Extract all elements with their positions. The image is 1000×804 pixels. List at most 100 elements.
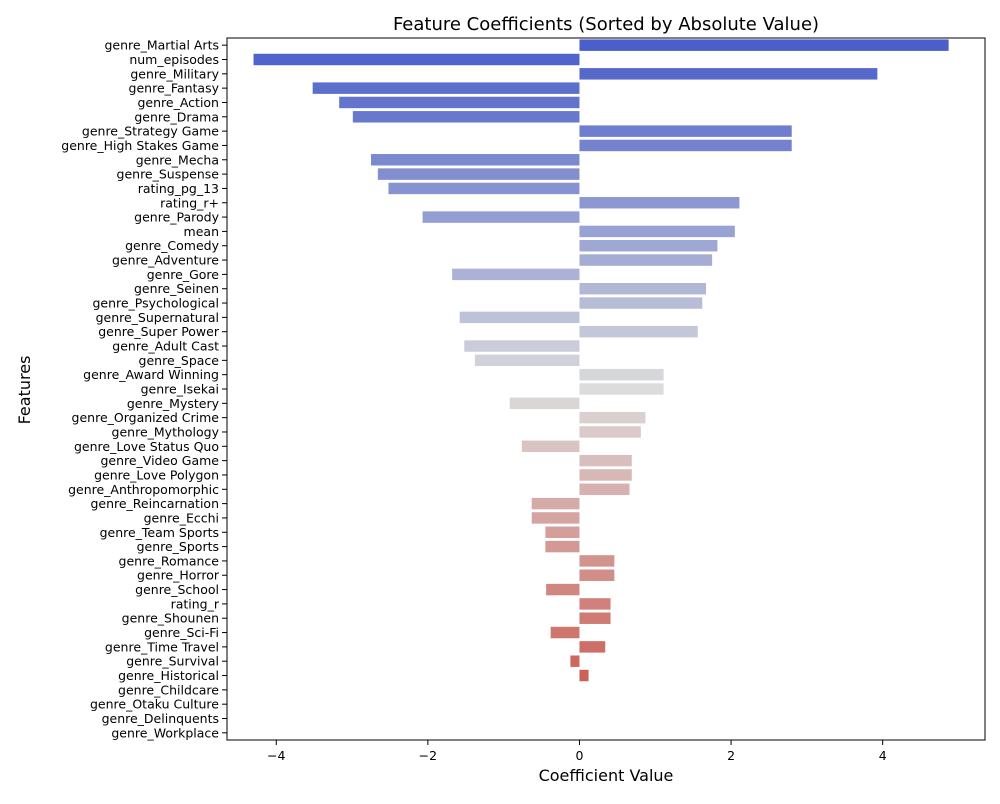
bar: [579, 569, 615, 581]
y-tick-label: genre_Mythology: [112, 424, 220, 439]
y-tick-label: genre_Historical: [118, 668, 219, 683]
y-tick-label: genre_Gore: [147, 267, 220, 282]
y-tick-label: genre_Organized Crime: [72, 410, 220, 425]
bar: [579, 125, 792, 137]
y-tick-label: genre_Award Winning: [83, 367, 219, 382]
y-tick-label: genre_Mystery: [127, 396, 220, 411]
bar: [579, 254, 713, 266]
bar: [546, 583, 580, 596]
chart-title: Feature Coefficients (Sorted by Absolute…: [393, 14, 819, 35]
y-tick-label: genre_Horror: [137, 568, 220, 583]
bar: [521, 440, 580, 453]
y-tick-label: mean: [184, 224, 219, 239]
y-tick-label: num_episodes: [129, 52, 219, 67]
bar: [579, 612, 611, 624]
bar: [579, 368, 664, 381]
y-tick-label: genre_Supernatural: [96, 310, 219, 325]
bar: [579, 454, 632, 467]
bar: [253, 53, 580, 66]
y-tick-label: genre_Martial Arts: [104, 38, 219, 53]
bar: [545, 526, 580, 538]
y-axis-label: Features: [15, 356, 34, 425]
y-tick-label: genre_Isekai: [141, 382, 219, 397]
x-tick-label: 4: [879, 748, 887, 763]
bar: [531, 497, 580, 510]
bar: [452, 268, 580, 281]
y-tick-label: genre_Love Polygon: [94, 467, 219, 482]
y-tick-label: rating_r+: [160, 195, 219, 210]
y-tick-label: genre_Otaku Culture: [90, 697, 219, 712]
x-tick-label: 2: [727, 748, 735, 763]
bar: [474, 354, 580, 367]
bar: [579, 197, 740, 209]
y-tick-label: genre_Parody: [134, 210, 219, 225]
y-tick-label: genre_Fantasy: [129, 81, 220, 96]
x-tick-label: 0: [575, 748, 583, 763]
bar: [579, 225, 735, 238]
bar: [545, 540, 580, 553]
bar: [550, 626, 580, 639]
y-tick-label: genre_Super Power: [98, 324, 220, 339]
y-tick-label: genre_Drama: [134, 109, 219, 124]
bar: [579, 411, 646, 424]
y-tick-label: genre_Comedy: [125, 238, 220, 253]
y-tick-label: genre_Video Game: [100, 453, 219, 468]
x-tick-label: −4: [267, 748, 285, 763]
y-tick-label: genre_Seinen: [134, 281, 219, 296]
y-tick-label: genre_Delinquents: [102, 711, 219, 726]
bars-group: [253, 39, 949, 682]
bar: [312, 82, 580, 94]
y-tick-label: genre_Shounen: [122, 611, 219, 626]
bar: [570, 655, 580, 667]
bar: [579, 297, 703, 309]
bar: [579, 383, 664, 395]
bar: [371, 154, 580, 166]
bar: [579, 426, 641, 438]
y-tick-label: genre_Suspense: [117, 167, 220, 182]
bar: [459, 311, 580, 324]
bar: [339, 96, 580, 109]
y-tick-label: genre_Action: [137, 95, 219, 110]
bar: [579, 39, 949, 51]
bar: [579, 641, 606, 653]
bar: [388, 182, 580, 195]
bar: [422, 211, 580, 223]
y-tick-label: genre_Love Status Quo: [74, 439, 219, 454]
y-tick-label: genre_High Stakes Game: [61, 138, 219, 153]
y-tick-label: genre_Romance: [119, 553, 220, 568]
bar: [377, 168, 580, 180]
y-tick-label: genre_Workplace: [111, 725, 219, 740]
bar: [531, 512, 580, 524]
y-tick-label: genre_School: [135, 582, 219, 597]
y-tick-label: genre_Reincarnation: [90, 496, 219, 511]
bar: [579, 240, 718, 252]
y-tick-label: genre_Survival: [126, 654, 219, 669]
axes-group: genre_Martial Artsnum_episodesgenre_Mili…: [61, 37, 986, 763]
bar: [579, 282, 707, 295]
y-tick-label: genre_Adventure: [112, 253, 219, 268]
y-tick-label: genre_Space: [139, 353, 220, 368]
bar: [509, 397, 580, 410]
y-tick-label: genre_Team Sports: [100, 525, 219, 540]
bar: [352, 111, 580, 123]
bar: [579, 598, 611, 610]
bar: [579, 139, 792, 152]
bar: [579, 483, 630, 496]
bar: [579, 555, 615, 567]
plot-frame: [226, 37, 986, 741]
x-tick-label: −2: [419, 748, 437, 763]
y-tick-label: genre_Time Travel: [105, 639, 219, 654]
bar: [579, 669, 589, 682]
y-tick-label: rating_r: [171, 596, 220, 611]
x-axis-label: Coefficient Value: [539, 766, 674, 785]
bar: [579, 469, 632, 481]
y-tick-label: genre_Anthropomorphic: [68, 482, 219, 497]
y-tick-label: rating_pg_13: [138, 181, 219, 196]
bar: [464, 340, 580, 352]
bar: [579, 68, 878, 80]
y-tick-label: genre_Sports: [137, 539, 219, 554]
y-tick-label: genre_Adult Cast: [112, 339, 219, 354]
y-tick-label: genre_Childcare: [118, 682, 219, 697]
